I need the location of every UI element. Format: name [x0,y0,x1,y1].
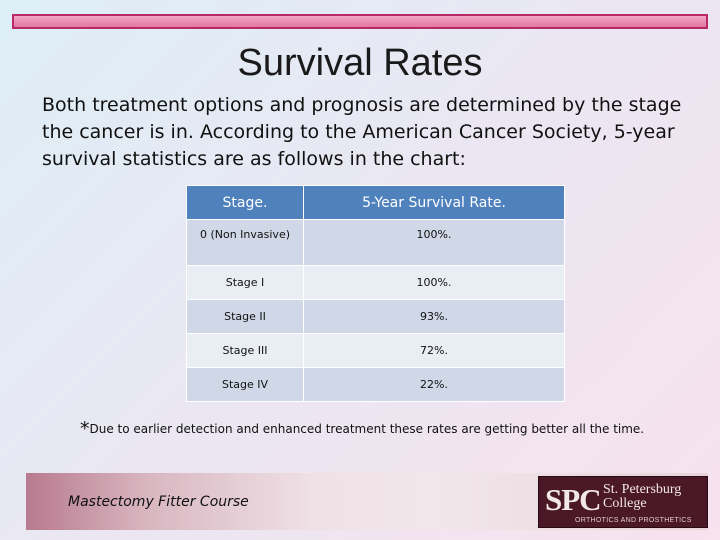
rate-cell: 100%. [303,265,565,300]
stage-cell: Stage III [186,333,304,368]
header-survival-rate: 5-Year Survival Rate. [303,185,565,220]
stage-cell: Stage IV [186,367,304,402]
table-row: Stage IV 22%. [186,367,565,402]
course-name: Mastectomy Fitter Course [68,494,249,510]
table-header-row: Stage. 5-Year Survival Rate. [186,185,565,220]
stage-cell: Stage I [186,265,304,300]
rate-cell: 72%. [303,333,565,368]
table-row: Stage I 100%. [186,265,565,300]
footnote: *Due to earlier detection and enhanced t… [80,418,644,440]
rate-cell: 100%. [303,219,565,266]
footnote-text: Due to earlier detection and enhanced tr… [89,422,645,436]
footer-band: Mastectomy Fitter Course SPC St. Petersb… [26,473,708,530]
table-row: Stage III 72%. [186,333,565,368]
logo-spc-text: SPC [545,482,602,517]
rate-cell: 22%. [303,367,565,402]
table-row: Stage II 93%. [186,299,565,334]
header-stage: Stage. [186,185,304,220]
stage-cell: 0 (Non Invasive) [186,219,304,266]
survival-rate-table: Stage. 5-Year Survival Rate. 0 (Non Inva… [186,185,565,402]
intro-paragraph: Both treatment options and prognosis are… [42,94,682,170]
rate-cell: 93%. [303,299,565,334]
footnote-asterisk: * [80,418,90,440]
logo-college-name: St. Petersburg College [603,483,681,511]
table-row: 0 (Non Invasive) 100%. [186,219,565,266]
page-title: Survival Rates [237,42,483,84]
logo-line-1: St. Petersburg [603,482,682,497]
stage-cell: Stage II [186,299,304,334]
college-logo: SPC St. Petersburg College ORTHOTICS AND… [538,476,708,528]
logo-subtitle: ORTHOTICS AND PROSTHETICS [575,517,692,524]
logo-line-2: College [603,496,647,511]
decorative-top-bar [12,14,708,29]
